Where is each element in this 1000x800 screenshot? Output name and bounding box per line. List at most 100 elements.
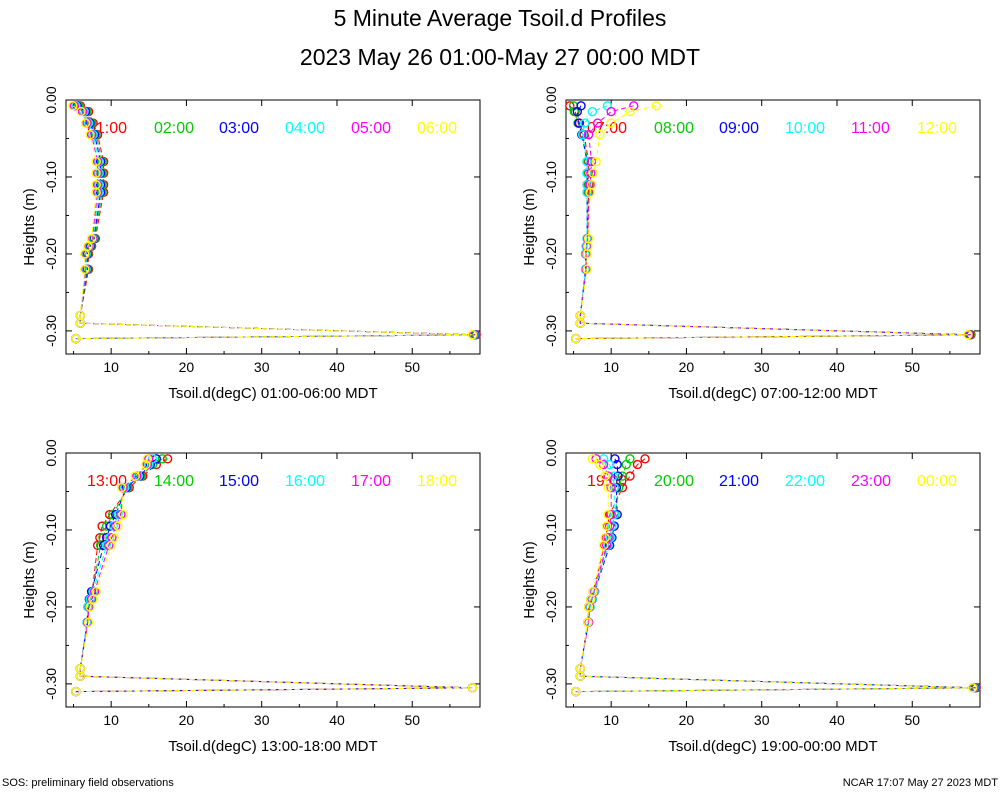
y-tick-label: 0.00 [43,86,59,113]
series-line [575,458,976,693]
data-point [603,509,613,520]
data-point [617,471,628,481]
data-point [75,671,86,681]
y-tick-label: -0.30 [43,315,59,347]
data-point [71,686,81,697]
series-0400 [71,101,479,344]
data-point [80,264,90,275]
y-tick-label: -0.30 [543,315,559,347]
data-point [591,156,601,167]
x-tick-label: 20 [679,712,695,728]
legend-entry: 16:00 [285,473,325,490]
data-point [113,521,123,531]
plot-frame [565,99,981,355]
data-point [582,156,592,167]
series-0500 [69,101,478,344]
series-line [569,105,972,340]
legend-entry: 23:00 [851,473,891,490]
legend-entry: 18:00 [417,473,457,490]
data-point [76,106,86,117]
chart-panel-4: 10 20 30 40 50 0.00 -0.10 -0.20 -0.30 Tsoil.d(deg… [521,439,981,755]
series-line [74,105,474,340]
data-point [582,249,592,259]
legend-entry: 20:00 [654,473,694,490]
data-point [118,509,128,520]
series-0700 [565,101,976,344]
series-1800 [71,454,478,697]
legend-entry: 12:00 [917,120,957,137]
series-line [575,458,977,693]
y-axis-label: Heights (m) [21,541,38,619]
data-point [632,459,643,470]
data-point [577,129,588,140]
data-point [80,249,90,259]
data-point [598,540,609,551]
y-tick-label: -0.10 [43,514,59,546]
data-point [609,509,619,520]
series-2000 [571,454,981,697]
legend-entry: 22:00 [785,473,825,490]
data-point [109,532,119,543]
legend-entry: 00:00 [917,473,957,490]
data-point [640,454,650,464]
series-line [75,458,473,693]
data-point [606,482,616,493]
x-tick-label: 20 [179,712,195,728]
data-point [91,586,101,597]
series-line [575,458,975,693]
x-tick-label: 20 [679,359,695,375]
x-tick-label: 50 [904,359,920,375]
chart-title: 5 Minute Average Tsoil.d Profiles [333,5,667,31]
data-point [80,118,91,128]
y-tick-label: -0.30 [543,668,559,700]
legend-entry: 17:00 [351,473,391,490]
series-line [575,105,969,340]
data-point [75,318,86,328]
series-1300 [71,454,478,697]
data-point [603,482,613,493]
data-point [83,617,94,628]
data-point [604,459,615,470]
legend-entry: 09:00 [719,120,759,137]
data-point [625,454,635,464]
data-point [588,168,598,178]
x-tick-label: 10 [103,359,119,375]
x-tick-label: 10 [603,359,619,375]
data-point [85,602,95,612]
data-point [130,471,140,481]
data-point [595,459,605,470]
series-line [75,458,473,693]
x-tick-label: 50 [404,712,420,728]
data-point [582,168,592,178]
data-point [85,129,95,140]
data-point [575,671,586,681]
data-point [625,106,635,117]
legend-entry: 10:00 [785,120,825,137]
series-line [75,458,473,693]
data-point [92,540,103,551]
x-tick-label: 40 [829,712,845,728]
y-tick-label: -0.10 [43,161,59,193]
data-point [610,454,620,464]
series-1100 [571,101,974,344]
data-point [604,521,615,531]
series-line [575,105,969,340]
data-point [585,187,595,198]
data-point [117,482,127,493]
data-point [572,106,582,117]
series-1000 [571,101,974,344]
y-tick-label: -0.10 [543,161,559,193]
chart-panel-1: 10 20 30 40 50 0.00 -0.10 -0.20 -0.30 Tsoil.d(deg… [21,86,481,402]
x-tick-label: 30 [754,359,770,375]
x-tick-label: 40 [329,359,345,375]
legend-entry: 21:00 [719,473,759,490]
legend-entry: 08:00 [654,120,694,137]
series-line [75,458,473,693]
x-tick-label: 30 [254,359,270,375]
x-tick-label: 10 [103,712,119,728]
data-point [68,101,78,111]
data-point [580,118,590,128]
y-tick-label: 0.00 [543,86,559,113]
series-1900 [571,454,981,697]
x-axis-label: Tsoil.d(degC) 07:00-12:00 MDT [668,385,877,402]
